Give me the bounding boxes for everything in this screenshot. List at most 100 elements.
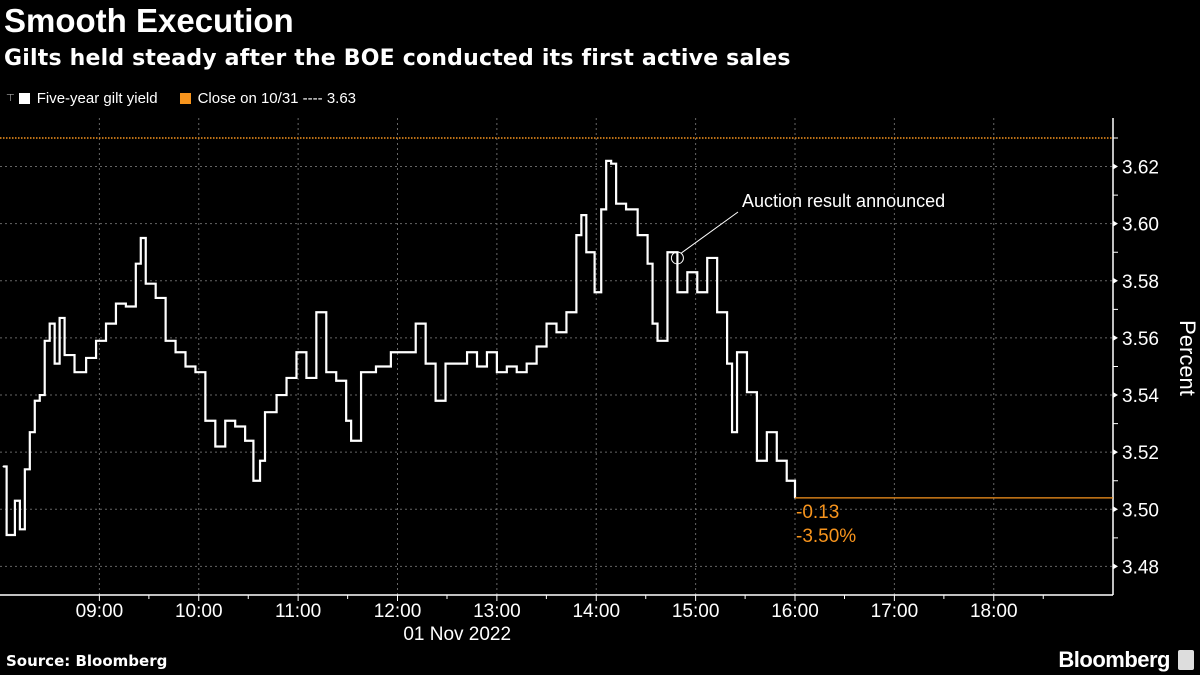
data-point [154,297,157,299]
data-point [615,202,617,205]
data-point [19,528,21,531]
x-tick-label: 18:00 [970,601,1018,622]
data-point [585,251,588,254]
data-point [24,468,26,471]
y-tick-label: 3.48 [1122,557,1159,578]
data-point [194,371,197,374]
data-point [575,234,578,236]
data-point [565,311,568,314]
data-point [766,431,768,433]
x-tick-label: 17:00 [871,601,919,622]
data-point [466,351,468,354]
data-point [139,237,142,239]
y-tick [1113,563,1118,570]
legend: ⊤ Five-year gilt yield Close on 10/31 --… [6,90,356,107]
data-point [325,371,328,374]
chart-icon [1178,650,1194,670]
data-point [95,339,97,342]
data-point [295,351,298,354]
data-point [224,419,227,422]
data-point [651,322,654,325]
data-point [746,391,748,394]
data-point [496,371,498,374]
data-point [605,160,607,162]
data-point [5,534,8,536]
data-point [360,371,362,374]
data-point [375,365,377,368]
data-point [2,465,5,468]
y-tick-label: 3.62 [1122,158,1159,179]
bloomberg-logo: Bloomberg [1058,647,1170,672]
y-tick-label: 3.58 [1122,272,1159,293]
y-tick-label: 3.54 [1122,386,1159,407]
data-point [775,459,778,462]
data-point [38,394,41,396]
data-point [125,305,127,308]
data-point [390,351,392,354]
annotation-leader [681,211,739,254]
data-point [73,371,76,374]
data-point [476,365,478,368]
data-point [555,331,558,334]
data-point [756,459,758,462]
y-tick-label: 3.56 [1122,329,1159,350]
legend-swatch-series [18,93,30,104]
data-point [515,371,518,374]
data-point [506,365,508,368]
data-point [593,291,596,294]
data-point [444,362,447,365]
data-point [610,162,612,165]
x-tick-label: 11:00 [275,601,321,622]
data-point [600,208,603,211]
y-tick [1113,277,1118,284]
data-point [414,322,417,325]
legend-swatch-close [179,93,191,104]
data-point [184,365,187,368]
data-point [646,262,649,265]
data-point [214,445,217,448]
data-point [696,291,699,294]
legend-pin-icon[interactable]: ⊤ [6,93,15,104]
data-point [285,377,288,379]
data-point [135,262,137,265]
data-point [275,394,278,396]
x-tick-label: 14:00 [572,601,620,622]
x-axis-label: 01 Nov 2022 [403,624,511,645]
data-point [525,362,528,365]
series-line-five-year-gilt-yield [3,159,797,537]
x-tick-label: 13:00 [473,601,521,622]
data-point [716,311,718,314]
data-point [424,362,427,365]
data-point [252,479,255,482]
data-point [259,459,261,462]
source-note: Source: Bloomberg [6,652,168,670]
data-point [706,257,709,259]
data-point [731,431,733,433]
y-tick-label: 3.50 [1122,500,1159,521]
y-tick [1113,163,1118,170]
data-point [666,251,669,254]
data-point [115,302,117,305]
y-tick [1113,392,1118,399]
data-point [14,499,16,502]
data-point [456,362,458,365]
data-point [63,354,66,356]
data-point [144,282,147,285]
x-tick-label: 10:00 [175,601,223,622]
x-tick-label: 09:00 [76,601,124,622]
data-point [305,377,308,379]
data-point [726,362,728,365]
y-tick [1113,506,1118,513]
data-point [48,322,51,325]
data-point [736,351,738,354]
y-axis-label: Percent [1175,320,1200,396]
data-point [244,439,246,442]
data-point [174,351,177,354]
chart-subtitle: Gilts held steady after the BOE conducte… [4,46,791,71]
data-point [350,439,352,442]
data-point [345,419,347,422]
data-point [785,479,788,482]
x-tick-label: 15:00 [672,601,720,622]
data-point [545,322,548,325]
x-tick-label: 16:00 [771,601,819,622]
